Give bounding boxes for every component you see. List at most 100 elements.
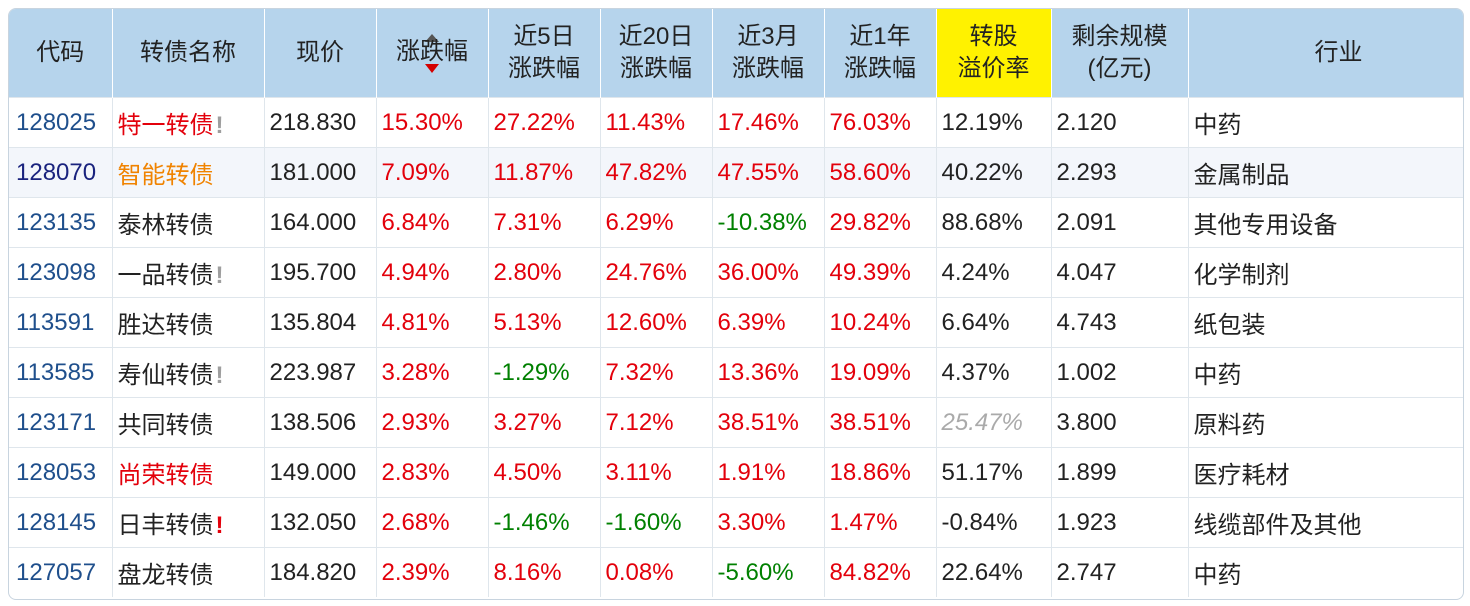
bond-name-link[interactable]: 共同转债 [112,397,265,448]
remaining-size-cell-value: 2.293 [1056,158,1117,186]
bond-name-link[interactable]: 日丰转债! [112,497,265,548]
premium-cell: 40.22% [936,147,1052,198]
column-header-code[interactable]: 代码 [9,9,113,98]
bond-code-link-value[interactable]: 123135 [16,208,97,236]
bond-name-value[interactable]: 智能转债 [117,162,214,189]
bond-code-link-value[interactable]: 127057 [16,558,97,586]
industry-cell: 中药 [1188,547,1463,597]
bond-code-link-value[interactable]: 128025 [16,108,97,136]
column-header-name[interactable]: 转债名称 [112,9,265,98]
bond-name-link[interactable]: 寿仙转债! [112,347,265,398]
table-body: 128025 特一转债! 218.830 15.30% 27.22% 11.43% 17.4… [9,97,1463,597]
table-row[interactable]: 128053 尚荣转债 149.000 2.83% 4.50% 3.11% 1.91% 18.… [9,447,1463,498]
premium-cell-value: 4.37% [941,358,1010,386]
remaining-size-cell-value: 1.923 [1056,508,1117,536]
bond-code-link-value[interactable]: 128053 [16,458,97,486]
bond-code-link[interactable]: 123135 [9,197,113,248]
bond-code-link[interactable]: 113591 [9,297,113,348]
chg3m-cell: 1.91% [712,447,825,498]
bond-code-link-value[interactable]: 123171 [16,408,97,436]
warning-exclamation-icon[interactable]: ! [215,362,224,389]
column-header-chg20d[interactable]: 近20日 涨跌幅 [600,9,713,98]
premium-cell: 22.64% [936,547,1052,597]
chg20d-cell: 3.11% [600,447,713,498]
bond-name-value[interactable]: 一品转债 [117,262,214,289]
chg5d-cell: 4.50% [488,447,601,498]
bond-code-link-value[interactable]: 113591 [16,308,95,336]
bond-code-link[interactable]: 123098 [9,247,113,298]
bond-name-link[interactable]: 尚荣转债 [112,447,265,498]
price-cell: 164.000 [264,197,377,248]
bond-name-link[interactable]: 特一转债! [112,97,265,148]
bond-name-value[interactable]: 日丰转债 [117,512,214,539]
remaining-size-cell-value: 1.899 [1056,458,1117,486]
table-row[interactable]: 128070 智能转债 181.000 7.09% 11.87% 47.82% 47.55%… [9,147,1463,198]
column-header-remaining[interactable]: 剩余规模 (亿元) [1051,9,1189,98]
industry-cell-value: 线缆部件及其他 [1193,512,1362,539]
column-header-chg1y[interactable]: 近1年 涨跌幅 [824,9,937,98]
bond-code-link-value[interactable]: 128070 [16,158,97,186]
price-cell: 184.820 [264,547,377,597]
table-row[interactable]: 128145 日丰转债! 132.050 2.68% -1.46% -1.60% 3.30%… [9,497,1463,548]
table-row[interactable]: 123135 泰林转债 164.000 6.84% 7.31% 6.29% -10.38% 2… [9,197,1463,248]
column-header-label: 近1年 [849,23,911,50]
bond-name-link[interactable]: 泰林转债 [112,197,265,248]
bond-code-link-value[interactable]: 128145 [16,508,97,536]
table-row[interactable]: 128025 特一转债! 218.830 15.30% 27.22% 11.43% 17.4… [9,97,1463,148]
warning-exclamation-icon[interactable]: ! [215,262,224,289]
price-cell: 132.050 [264,497,377,548]
column-header-change[interactable]: 涨跌幅 [376,9,489,98]
change-cell: 2.39% [376,547,489,597]
bond-code-link[interactable]: 113585 [9,347,113,398]
bond-name-link[interactable]: 盘龙转债 [112,547,265,597]
price-cell-value: 184.820 [269,558,357,586]
warning-exclamation-icon[interactable]: ! [215,512,224,539]
bond-name-value[interactable]: 尚荣转债 [117,462,214,489]
sort-down-icon[interactable] [425,63,439,73]
column-header-industry[interactable]: 行业 [1188,9,1463,98]
bond-code-link-value[interactable]: 113585 [16,358,95,386]
bond-name-value[interactable]: 共同转债 [117,412,214,439]
column-header-premium[interactable]: 转股 溢价率 [936,9,1052,98]
chg3m-cell-value: 1.91% [717,458,786,486]
remaining-size-cell: 2.091 [1051,197,1189,248]
chg3m-cell: 6.39% [712,297,825,348]
chg3m-cell-value: 3.30% [717,508,786,536]
bond-code-link[interactable]: 128025 [9,97,113,148]
bond-code-link[interactable]: 128070 [9,147,113,198]
bond-code-link[interactable]: 128053 [9,447,113,498]
bond-table-container: 代码 转债名称 现价 涨跌幅 近5日 涨跌幅 近20日 涨跌幅 近3月 涨跌幅 近1年 涨跌幅 转股 溢价… [8,8,1464,600]
bond-name-value[interactable]: 特一转债 [117,112,214,139]
column-header-chg5d[interactable]: 近5日 涨跌幅 [488,9,601,98]
bond-name-link[interactable]: 一品转债! [112,247,265,298]
table-row[interactable]: 113591 胜达转债 135.804 4.81% 5.13% 12.60% 6.39% 10… [9,297,1463,348]
bond-name-link[interactable]: 智能转债 [112,147,265,198]
table-row[interactable]: 123171 共同转债 138.506 2.93% 3.27% 7.12% 38.51% 38… [9,397,1463,448]
bond-code-link[interactable]: 128145 [9,497,113,548]
chg5d-cell: 5.13% [488,297,601,348]
chg20d-cell-value: 12.60% [605,308,687,336]
chg20d-cell-value: 47.82% [605,158,687,186]
bond-code-link-value[interactable]: 123098 [16,258,97,286]
table-row[interactable]: 127057 盘龙转债 184.820 2.39% 8.16% 0.08% -5.60% 84… [9,547,1463,597]
chg5d-cell-value: 4.50% [493,458,562,486]
change-cell: 6.84% [376,197,489,248]
warning-exclamation-icon[interactable]: ! [215,112,224,139]
remaining-size-cell-value: 2.747 [1056,558,1117,586]
chg5d-cell-value: 3.27% [493,408,562,436]
sort-up-icon[interactable] [425,33,439,42]
table-row[interactable]: 123098 一品转债! 195.700 4.94% 2.80% 24.76% 36.00%… [9,247,1463,298]
column-header-price[interactable]: 现价 [264,9,377,98]
bond-code-link[interactable]: 127057 [9,547,113,597]
bond-name-value[interactable]: 胜达转债 [117,312,214,339]
column-header-chg3m[interactable]: 近3月 涨跌幅 [712,9,825,98]
bond-name-value[interactable]: 泰林转债 [117,212,214,239]
industry-cell-value: 其他专用设备 [1193,212,1338,239]
bond-name-value[interactable]: 寿仙转债 [117,362,214,389]
change-cell-value: 6.84% [381,208,450,236]
bond-name-link[interactable]: 胜达转债 [112,297,265,348]
bond-code-link[interactable]: 123171 [9,397,113,448]
bond-name-value[interactable]: 盘龙转债 [117,562,214,589]
remaining-size-cell: 1.923 [1051,497,1189,548]
table-row[interactable]: 113585 寿仙转债! 223.987 3.28% -1.29% 7.32% 13.36%… [9,347,1463,398]
